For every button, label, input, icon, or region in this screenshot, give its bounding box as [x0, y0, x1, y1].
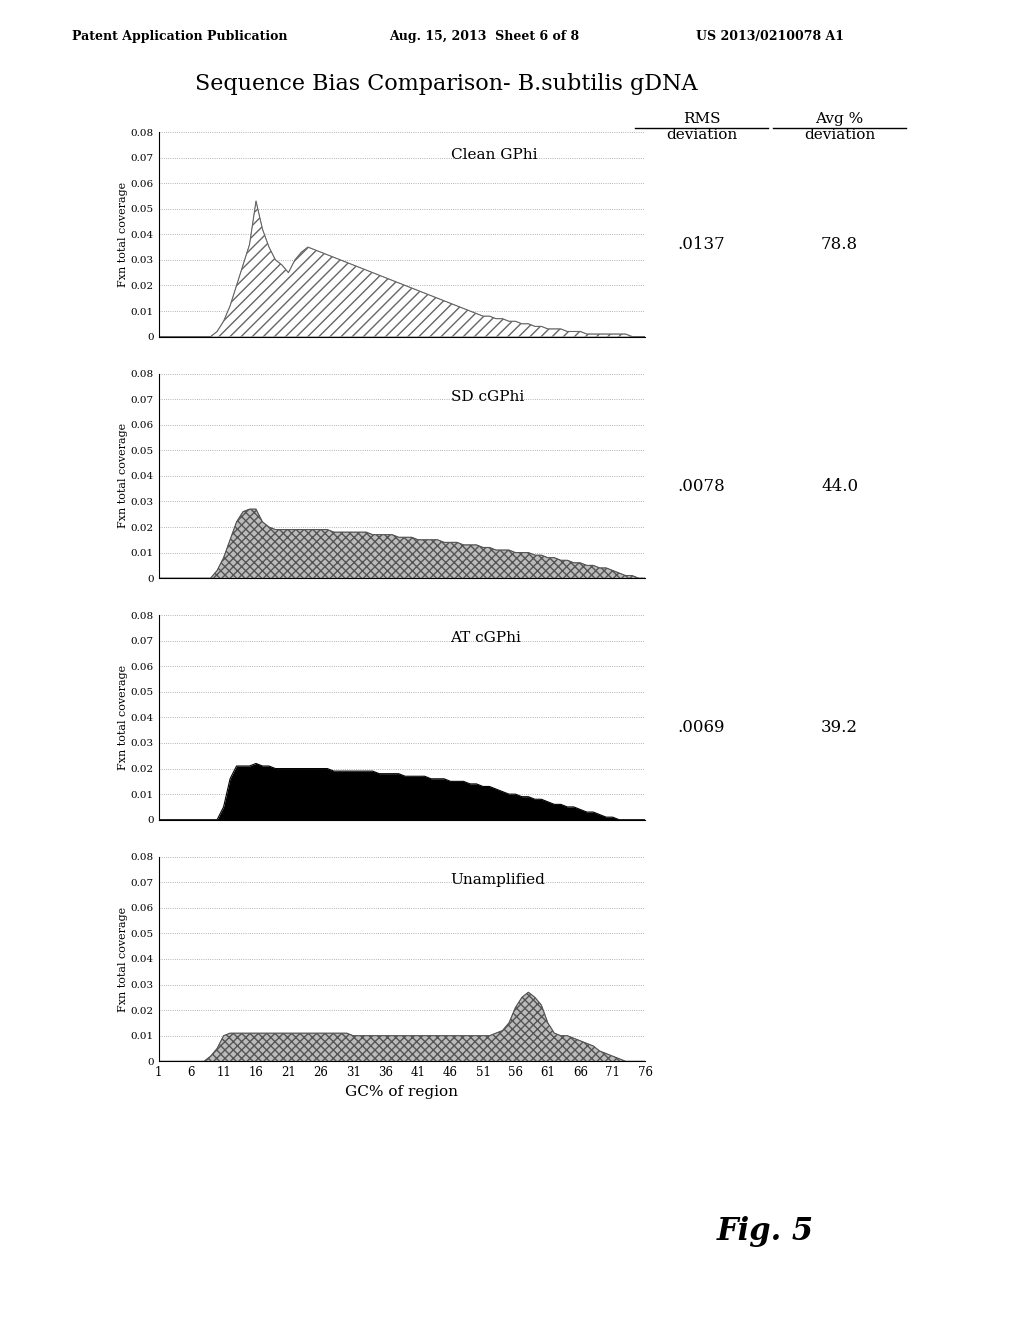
Text: US 2013/0210078 A1: US 2013/0210078 A1	[696, 30, 845, 44]
Y-axis label: Fxn total coverage: Fxn total coverage	[118, 907, 128, 1011]
Text: .0078: .0078	[678, 478, 725, 495]
Y-axis label: Fxn total coverage: Fxn total coverage	[118, 665, 128, 770]
Y-axis label: Fxn total coverage: Fxn total coverage	[118, 424, 128, 528]
Text: Avg %
deviation: Avg % deviation	[804, 112, 876, 143]
Text: AT cGPhi: AT cGPhi	[451, 631, 521, 645]
Text: 39.2: 39.2	[821, 719, 858, 737]
Text: Patent Application Publication: Patent Application Publication	[72, 30, 287, 44]
Text: RMS
deviation: RMS deviation	[666, 112, 737, 143]
Text: SD cGPhi: SD cGPhi	[451, 389, 524, 404]
Text: .0137: .0137	[678, 236, 725, 253]
Text: Aug. 15, 2013  Sheet 6 of 8: Aug. 15, 2013 Sheet 6 of 8	[389, 30, 580, 44]
X-axis label: GC% of region: GC% of region	[345, 1085, 459, 1098]
Text: .0069: .0069	[678, 719, 725, 737]
Text: Unamplified: Unamplified	[451, 873, 546, 887]
Y-axis label: Fxn total coverage: Fxn total coverage	[118, 182, 128, 286]
Text: 44.0: 44.0	[821, 478, 858, 495]
Text: Fig. 5: Fig. 5	[717, 1217, 814, 1247]
Text: 78.8: 78.8	[821, 236, 858, 253]
Text: Clean GPhi: Clean GPhi	[451, 148, 537, 162]
Text: Sequence Bias Comparison- B.subtilis gDNA: Sequence Bias Comparison- B.subtilis gDN…	[195, 73, 697, 95]
